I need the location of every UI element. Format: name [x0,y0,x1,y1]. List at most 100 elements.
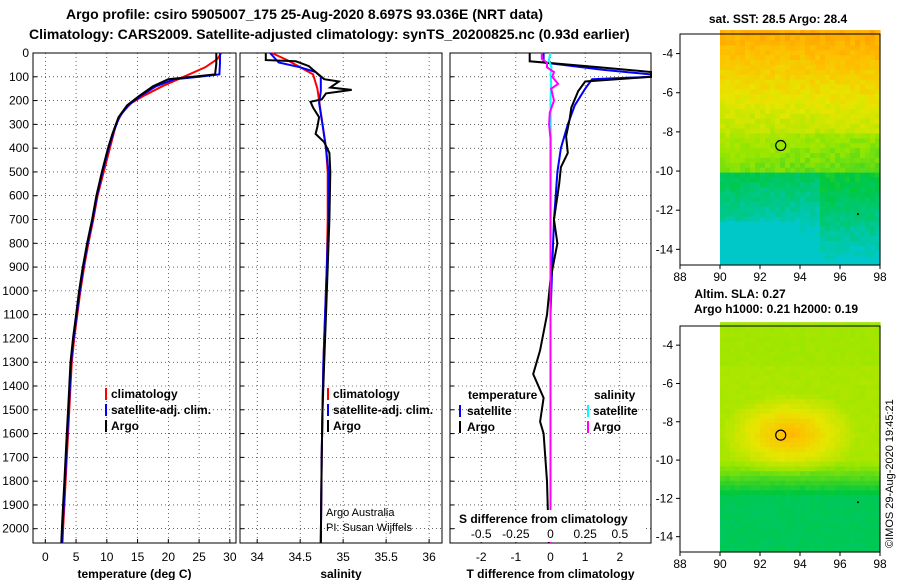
sst_map-heat-cell [780,54,786,61]
sst_map-heat-cell [845,147,851,154]
sla_map-heat-cell [790,461,796,467]
sst_map-heat-cell [760,93,766,100]
sla_map-heat-cell [785,384,791,390]
sla_map-heat-cell [840,504,846,510]
sst_map-heat-cell [855,30,861,36]
sst_map-heat-cell [730,191,736,198]
sla_map-heat-cell [770,393,776,400]
sst_map-heat-cell [850,172,856,178]
sst_map-heat-cell [795,206,801,212]
sst_map-heat-cell [760,103,766,109]
sst_map-heat-cell [735,201,741,207]
sla_map-heat-cell [835,360,841,366]
sst_map-heat-cell [800,196,806,202]
sla_map-heat-cell [810,480,816,486]
sst_map-heat-cell [800,123,806,129]
sla_map-heat-cell [860,446,866,453]
sst_map-heat-cell [785,54,791,61]
sst_map-heat-cell [755,250,761,256]
sla_map-heat-cell [750,374,756,381]
sst_map-heat-cell [850,220,856,227]
sst_map-heat-cell [830,240,836,247]
sla_map-heat-cell [745,484,751,491]
sla_map-heat-cell [870,389,876,395]
sla_map-heat-cell [800,336,806,342]
sst_map-heat-cell [840,123,846,129]
sst_map-heat-cell [820,34,826,41]
sst_map-heat-cell [805,230,811,237]
sla_map-heat-cell [850,336,856,342]
sst_map-heat-cell [775,83,781,90]
sst_map-heat-cell [805,260,811,266]
sst_map-heat-cell [725,83,731,90]
sla_map-heat-cell [765,489,771,496]
sst_map-heat-cell [855,162,861,168]
sla_map-heat-cell [785,542,791,548]
sla_map-heat-cell [815,355,821,362]
sla_map-heat-cell [865,441,871,448]
sla_map-heat-cell [735,350,741,357]
sst_map-heat-cell [755,162,761,168]
sla_map-heat-cell [790,480,796,486]
sla_map-heat-cell [765,451,771,457]
sla_map-heat-cell [805,465,811,472]
sst_map-heat-cell [830,162,836,168]
sst_map-heat-cell [755,235,761,242]
sst_map-heat-cell [740,181,746,188]
sst_map-heat-cell [740,142,746,149]
sla_map-heat-cell [810,547,816,553]
sst_map-heat-cell [760,142,766,149]
sla_map-heat-cell [740,384,746,390]
sst_map-heat-cell [765,64,771,70]
sst_map-heat-cell [875,245,881,251]
sla_map-heat-cell [780,508,786,515]
sst_map-heat-cell [815,186,821,193]
sst_map-heat-cell [860,152,866,158]
sst_map-heat-cell [790,147,796,154]
sst_map-heat-cell [720,59,726,65]
sla_map-heat-cell [730,475,736,481]
sst_map-heat-cell [775,206,781,212]
sst_map-heat-cell [785,49,791,56]
sla_map-heat-cell [790,484,796,491]
sla_map-heat-cell [725,461,731,467]
sla_map-heat-cell [865,494,871,500]
sst_map-heat-cell [845,176,851,183]
sla_map-heat-cell [825,437,831,443]
sst_map-heat-cell [870,220,876,227]
diff-secondary-tick-label: -0.25 [502,527,530,541]
sst_map-heat-cell [800,147,806,154]
sst_map-heat-cell [785,220,791,227]
sst_map-heat-cell [810,191,816,198]
sst_map-heat-cell [795,34,801,41]
sla_map-heat-cell [865,523,871,529]
sla_map-heat-cell [850,470,856,476]
sst_map-heat-cell [770,157,776,163]
sla_map-heat-cell [805,518,811,524]
sst_map-heat-cell [740,103,746,109]
sst_map-heat-cell [725,240,731,247]
sla_map-heat-cell [760,480,766,486]
sst_map-heat-cell [790,98,796,105]
sst_map-heat-cell [765,30,771,36]
sla_map-heat-cell [830,518,836,524]
sla_map-heat-cell [790,384,796,390]
sst_map-heat-cell [720,201,726,207]
sst_map-heat-cell [865,255,871,261]
sla_map-heat-cell [845,413,851,419]
sla_map-heat-cell [750,475,756,481]
sla_map-heat-cell [870,370,876,376]
sst_map-heat-cell [780,118,786,124]
y-tick-label: 1500 [2,403,29,417]
sst_map-heat-cell [845,69,851,75]
sla_map-heat-cell [860,336,866,342]
sst_map-heat-cell [825,181,831,188]
sst_map-heat-cell [850,216,856,222]
sla_map-heat-cell [785,350,791,357]
sla_map-heat-cell [750,398,756,405]
sla_map-heat-cell [830,441,836,448]
sst_map-heat-cell [805,186,811,193]
sla_map-heat-cell [845,494,851,500]
sst_map-heat-cell [875,235,881,242]
sst_map-heat-cell [820,162,826,168]
